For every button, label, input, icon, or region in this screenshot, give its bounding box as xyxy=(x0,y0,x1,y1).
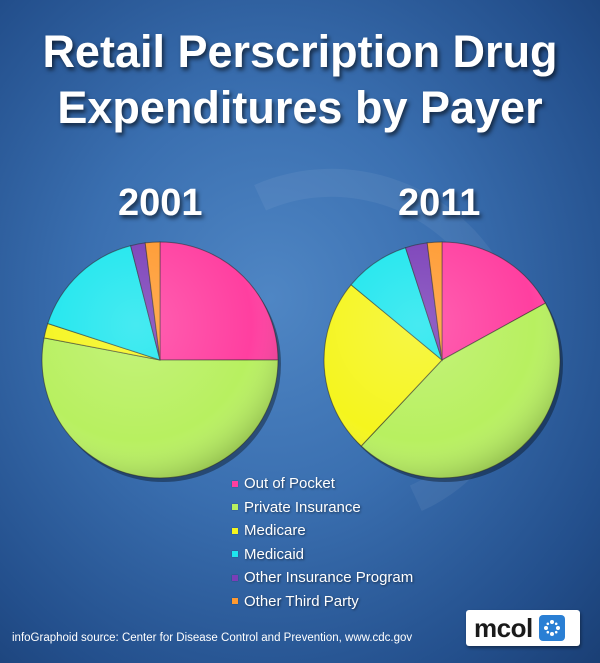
legend-label-private-insurance: Private Insurance xyxy=(244,498,361,516)
legend-swatch-medicare xyxy=(232,527,238,534)
legend-item-other-third-party: Other Third Party xyxy=(232,590,413,614)
legend-swatch-out-of-pocket xyxy=(232,480,238,487)
logo-text: mcol xyxy=(474,612,533,643)
legend-swatch-private-insurance xyxy=(232,504,238,511)
pie-chart-2001 xyxy=(41,241,281,482)
chart-title: Retail Perscription Drug Expenditures by… xyxy=(0,24,600,136)
pie-chart-2011 xyxy=(323,241,563,482)
pinwheel-icon xyxy=(538,615,565,641)
legend-item-out-of-pocket: Out of Pocket xyxy=(232,472,413,496)
legend-swatch-other-third-party xyxy=(232,598,238,605)
legend-label-other-insurance-program: Other Insurance Program xyxy=(244,569,414,587)
chart-legend: Out of Pocket Private Insurance Medicare… xyxy=(232,472,413,613)
legend-item-medicare: Medicare xyxy=(232,519,413,543)
mcol-logo: mcol xyxy=(466,610,580,646)
pie-2001-slice-out-of-pocket xyxy=(159,241,279,361)
pie-2001-label: 2001 xyxy=(118,182,203,224)
chart-title-line-2: Expenditures by Payer xyxy=(57,82,543,133)
legend-label-medicaid: Medicaid xyxy=(244,545,305,563)
chart-title-line-1: Retail Perscription Drug xyxy=(42,26,558,77)
legend-item-medicaid: Medicaid xyxy=(232,543,413,567)
source-credit: infoGraphoid source: Center for Disease … xyxy=(12,632,413,644)
legend-label-medicare: Medicare xyxy=(244,522,306,540)
legend-swatch-other-insurance-program xyxy=(232,574,238,581)
pie-2011-label: 2011 xyxy=(398,182,481,224)
legend-label-out-of-pocket: Out of Pocket xyxy=(244,475,335,493)
legend-item-other-insurance-program: Other Insurance Program xyxy=(232,566,413,590)
legend-label-other-third-party: Other Third Party xyxy=(244,592,359,610)
legend-swatch-medicaid xyxy=(232,551,238,558)
legend-item-private-insurance: Private Insurance xyxy=(232,496,413,520)
